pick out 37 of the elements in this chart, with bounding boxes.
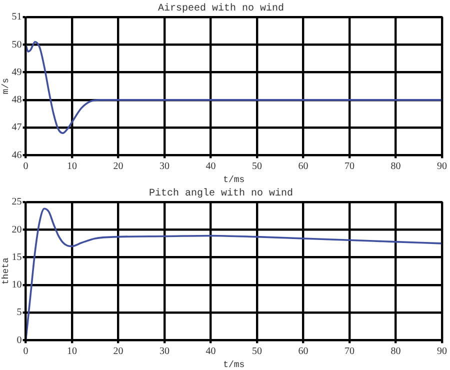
- y-tick-label: 51: [12, 12, 22, 23]
- y-tick-label: 50: [12, 39, 22, 50]
- chart-title: Pitch angle with no wind: [148, 188, 294, 200]
- x-tick-label: 10: [67, 160, 78, 172]
- x-axis-title: t/ms: [223, 174, 245, 185]
- y-tick-label: 48: [12, 94, 22, 106]
- y-tick-label: 0: [16, 334, 22, 346]
- x-tick-label: 40: [206, 160, 216, 172]
- x-tick-label: 80: [390, 160, 401, 172]
- y-tick-label: 10: [12, 280, 22, 291]
- y-tick-label: 20: [12, 224, 22, 236]
- y-tick-label: 47: [12, 122, 22, 134]
- x-tick-label: 10: [67, 346, 78, 357]
- x-tick-label: 20: [113, 346, 124, 357]
- x-axis-title: t/ms: [223, 360, 245, 370]
- y-tick-label: 5: [16, 307, 22, 318]
- x-tick-label: 80: [390, 346, 401, 357]
- x-tick-label: 50: [252, 160, 262, 172]
- x-tick-label: 90: [437, 160, 447, 172]
- y-tick-label: 15: [12, 252, 22, 263]
- y-axis-title: theta: [0, 257, 11, 285]
- x-tick-label: 70: [344, 346, 355, 357]
- x-tick-label: 70: [344, 160, 355, 172]
- x-tick-label: 30: [160, 346, 170, 357]
- x-tick-label: 30: [160, 160, 170, 172]
- y-tick-label: 46: [12, 150, 22, 161]
- x-tick-label: 60: [298, 160, 308, 172]
- y-axis-title: m/s: [0, 78, 11, 94]
- line-series: [26, 40, 442, 134]
- x-tick-label: 20: [113, 160, 124, 172]
- chart-title: Airspeed with no wind: [158, 2, 284, 15]
- x-tick-label: 50: [252, 346, 262, 357]
- x-tick-label: 40: [206, 346, 216, 357]
- y-tick-label: 49: [12, 66, 22, 78]
- y-tick-label: 25: [12, 196, 22, 208]
- x-tick-label: 90: [437, 346, 447, 357]
- x-tick-label: 60: [298, 346, 308, 357]
